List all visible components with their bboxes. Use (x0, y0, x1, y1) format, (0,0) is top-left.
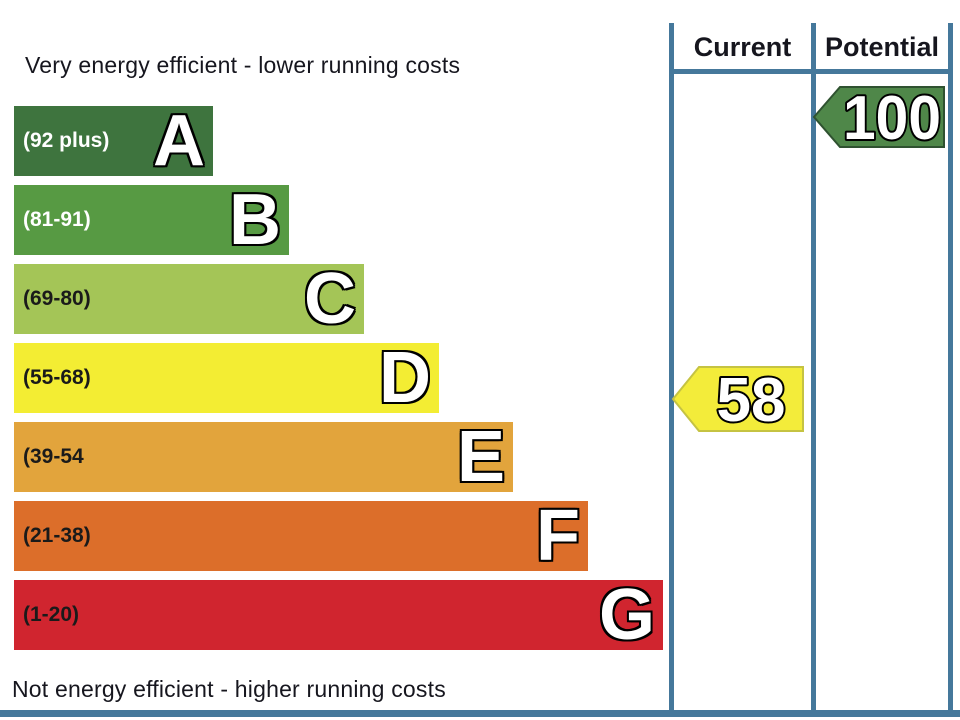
band-b: (81-91) B (14, 180, 289, 260)
band-a: (92 plus) A (14, 101, 213, 181)
band-g: (1-20) G (14, 575, 663, 655)
bottom-caption: Not energy efficient - higher running co… (12, 676, 446, 702)
top-caption: Very energy efficient - lower running co… (25, 52, 461, 78)
divider-vertical-right (948, 23, 953, 713)
band-f-range-label: (21-38) (23, 524, 91, 547)
band-c-range-label: (69-80) (23, 287, 91, 310)
divider-vertical-left (669, 23, 674, 713)
current-rating-arrow: 58 (671, 364, 804, 437)
potential-rating-value: 100 (843, 84, 941, 153)
divider-vertical-middle (811, 23, 816, 713)
band-b-letter: B (229, 180, 281, 260)
band-d-range-label: (55-68) (23, 366, 91, 389)
band-d-letter: D (379, 338, 431, 418)
band-b-range-label: (81-91) (23, 208, 91, 231)
divider-bottom (0, 710, 960, 717)
band-c-letter: C (304, 259, 356, 339)
band-g-letter: G (598, 575, 655, 655)
potential-arrow-shape (812, 86, 945, 148)
potential-rating-arrow: 100 (812, 82, 945, 155)
band-g-range-label: (1-20) (23, 603, 80, 626)
current-column-header: Current (693, 32, 792, 62)
band-d: (55-68) D (14, 338, 439, 418)
rating-bands: (92 plus) A (81-91) B (69-80) C (55-68) … (14, 101, 663, 655)
potential-column-header: Potential (824, 32, 939, 62)
band-e-range-label: (39-54 (23, 445, 84, 468)
band-a-letter: A (153, 101, 205, 181)
band-f: (21-38) F (14, 496, 588, 576)
current-rating-value: 58 (717, 366, 786, 435)
band-e-letter: E (456, 417, 505, 497)
band-c: (69-80) C (14, 259, 364, 339)
current-arrow-shape (671, 366, 804, 432)
band-f-letter: F (536, 496, 580, 576)
band-e: (39-54 E (14, 417, 513, 497)
divider-header (669, 69, 953, 74)
band-a-range-label: (92 plus) (23, 129, 110, 152)
